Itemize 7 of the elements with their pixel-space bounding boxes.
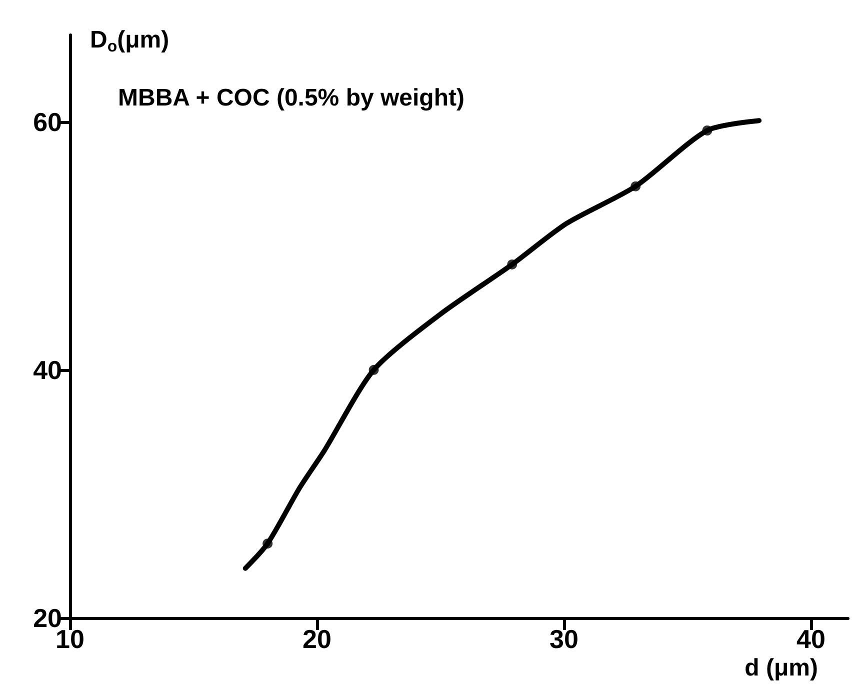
x-axis-title: d (μm) (744, 654, 818, 682)
x-tick-label: 30 (550, 624, 578, 654)
x-tick-label: 20 (302, 624, 332, 654)
annotation: MBBA + COC (0.5% by weight) (118, 84, 464, 112)
x-tick-label: 40 (796, 624, 826, 654)
y-tick-label: 60 (33, 106, 62, 137)
y-tick-label: 40 (33, 354, 62, 385)
